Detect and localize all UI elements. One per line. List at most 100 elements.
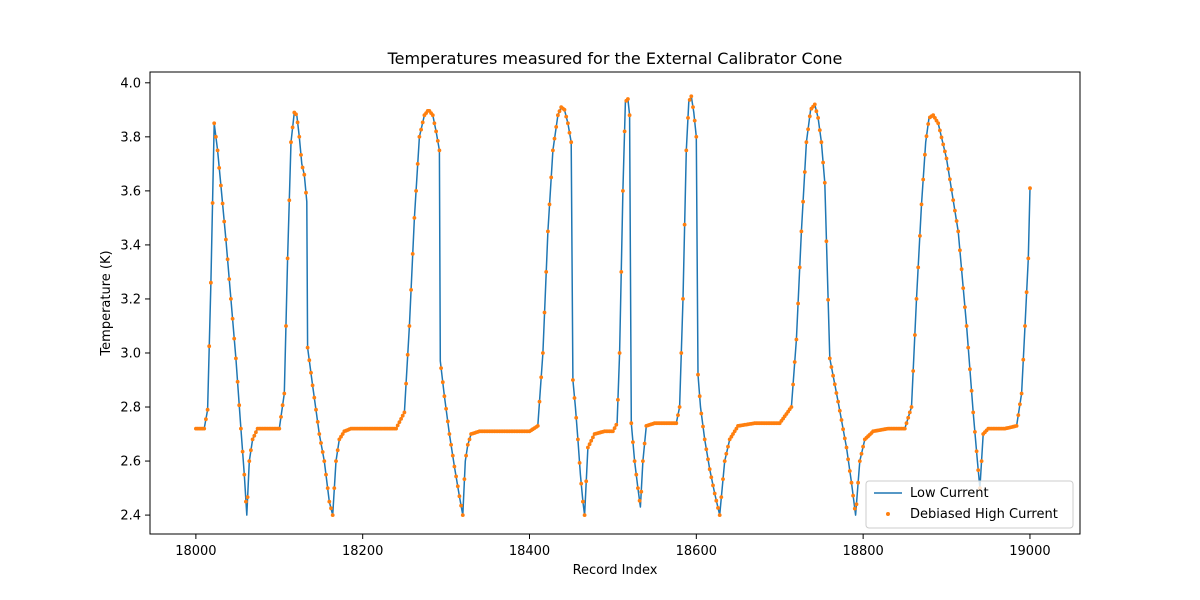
data-point bbox=[817, 128, 822, 133]
data-point bbox=[857, 459, 862, 463]
data-point bbox=[535, 424, 540, 428]
data-point bbox=[462, 477, 467, 481]
data-point bbox=[284, 324, 288, 328]
data-point bbox=[317, 432, 322, 436]
data-point bbox=[939, 135, 944, 140]
data-point bbox=[827, 356, 832, 361]
data-point bbox=[719, 495, 724, 499]
y-tick-label: 3.0 bbox=[120, 346, 141, 361]
data-point bbox=[227, 277, 232, 281]
data-point bbox=[966, 345, 971, 350]
data-point bbox=[722, 459, 727, 463]
data-point bbox=[325, 486, 330, 490]
data-point bbox=[1014, 424, 1019, 428]
data-point bbox=[923, 152, 927, 157]
data-point bbox=[716, 506, 720, 510]
data-point bbox=[849, 480, 854, 485]
data-point bbox=[854, 502, 859, 507]
legend-label-low-current: Low Current bbox=[910, 486, 989, 501]
data-point bbox=[207, 344, 212, 349]
data-point bbox=[399, 417, 403, 421]
y-tick-label: 2.6 bbox=[120, 455, 141, 470]
data-point bbox=[305, 345, 310, 350]
data-point bbox=[245, 495, 250, 499]
data-point bbox=[397, 420, 402, 424]
data-point bbox=[791, 382, 795, 387]
data-point bbox=[924, 134, 929, 139]
data-point bbox=[420, 120, 425, 125]
data-point bbox=[622, 129, 627, 134]
x-tick-label: 18600 bbox=[676, 544, 717, 559]
data-point bbox=[679, 351, 684, 355]
data-point bbox=[437, 148, 442, 153]
data-point bbox=[919, 202, 924, 207]
data-point bbox=[694, 134, 699, 139]
data-point bbox=[302, 172, 307, 177]
data-point bbox=[440, 380, 445, 385]
data-point bbox=[315, 420, 320, 424]
data-point bbox=[794, 337, 799, 342]
data-point bbox=[861, 444, 865, 449]
legend-marker-swatch bbox=[886, 512, 890, 516]
data-point bbox=[789, 405, 794, 409]
data-point bbox=[841, 427, 845, 432]
data-point bbox=[430, 113, 435, 118]
data-point bbox=[542, 310, 547, 315]
data-point bbox=[395, 423, 400, 428]
data-point bbox=[944, 156, 949, 161]
data-point bbox=[629, 421, 634, 426]
data-point bbox=[232, 336, 237, 341]
data-point bbox=[821, 160, 825, 165]
data-point bbox=[544, 270, 549, 274]
data-point bbox=[277, 426, 282, 431]
data-point bbox=[299, 153, 303, 157]
data-point bbox=[319, 441, 323, 445]
data-point bbox=[681, 297, 685, 301]
data-point bbox=[851, 493, 855, 498]
data-point bbox=[951, 198, 956, 203]
data-point bbox=[219, 183, 223, 188]
data-point bbox=[407, 324, 412, 328]
data-point bbox=[834, 391, 839, 395]
data-point bbox=[934, 118, 939, 123]
data-point bbox=[797, 265, 802, 270]
data-point bbox=[1018, 402, 1022, 407]
data-point bbox=[799, 229, 804, 234]
data-point bbox=[447, 432, 452, 436]
data-point bbox=[949, 187, 954, 192]
data-point bbox=[676, 413, 680, 417]
data-point bbox=[234, 356, 238, 361]
data-point bbox=[244, 499, 248, 504]
data-point bbox=[205, 407, 210, 412]
data-point bbox=[404, 381, 408, 386]
data-point bbox=[294, 112, 298, 117]
data-point bbox=[619, 270, 624, 274]
y-tick-label: 3.8 bbox=[120, 130, 141, 145]
data-point bbox=[918, 234, 922, 238]
data-point bbox=[974, 449, 979, 454]
data-point bbox=[902, 426, 907, 431]
data-point bbox=[204, 417, 208, 422]
data-point bbox=[1026, 256, 1031, 261]
data-point bbox=[842, 436, 847, 441]
data-point bbox=[577, 461, 582, 465]
y-tick-label: 2.4 bbox=[120, 509, 141, 524]
data-point bbox=[816, 116, 820, 120]
data-point bbox=[312, 395, 317, 400]
y-tick-label: 3.6 bbox=[120, 184, 141, 199]
data-point bbox=[432, 121, 437, 126]
data-point bbox=[307, 358, 312, 363]
data-point bbox=[641, 459, 645, 463]
data-point bbox=[611, 429, 615, 434]
data-point bbox=[814, 109, 819, 114]
data-point bbox=[726, 444, 730, 449]
data-point bbox=[914, 297, 919, 301]
data-point bbox=[699, 411, 704, 416]
data-point bbox=[297, 134, 302, 139]
data-point bbox=[300, 165, 305, 170]
data-point bbox=[309, 370, 313, 375]
data-point bbox=[414, 189, 418, 193]
data-point bbox=[450, 453, 455, 458]
data-point bbox=[844, 445, 849, 450]
